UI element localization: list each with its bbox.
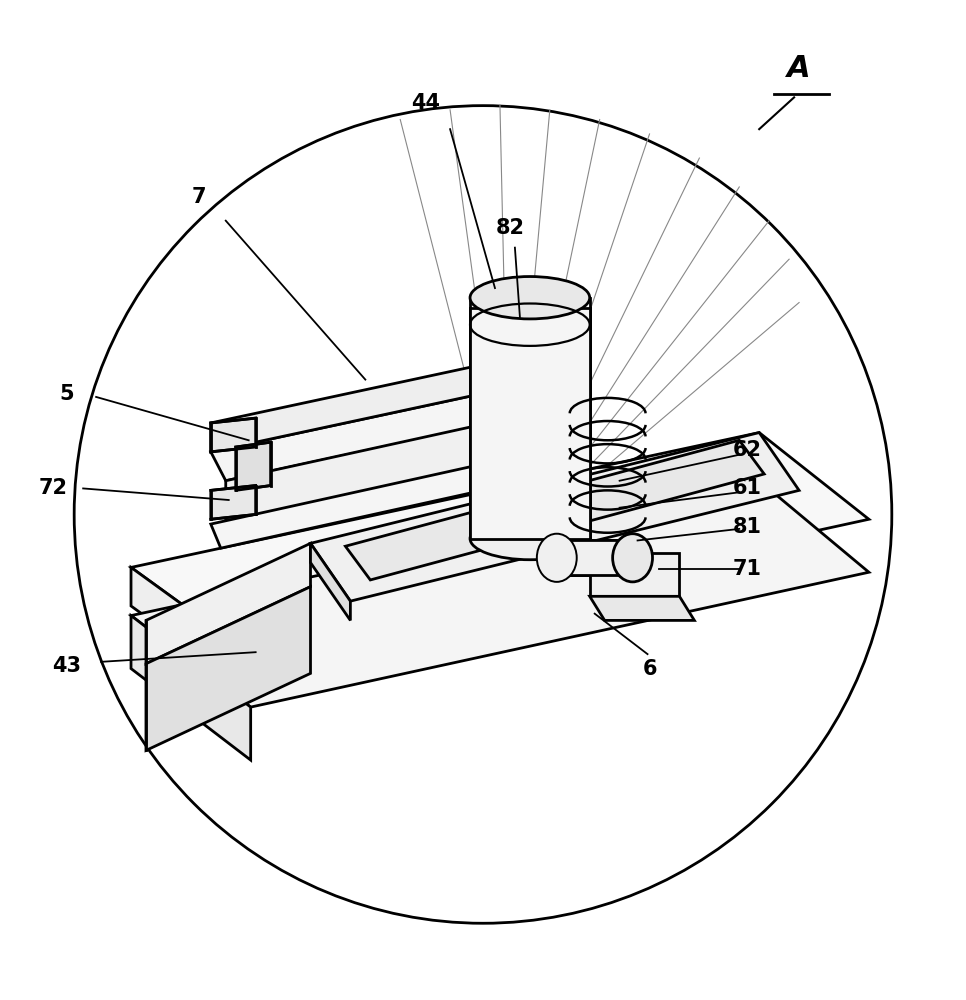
Ellipse shape [612, 534, 652, 582]
Polygon shape [211, 486, 256, 519]
Text: 6: 6 [642, 659, 657, 679]
Ellipse shape [470, 277, 589, 319]
Text: 71: 71 [733, 559, 762, 579]
Polygon shape [226, 408, 554, 524]
Polygon shape [211, 346, 570, 452]
Polygon shape [211, 375, 584, 481]
Text: 62: 62 [733, 440, 762, 460]
Text: 82: 82 [496, 218, 525, 238]
Polygon shape [211, 418, 256, 452]
Polygon shape [131, 481, 868, 707]
Ellipse shape [537, 534, 577, 582]
Text: 5: 5 [59, 384, 73, 404]
Polygon shape [310, 433, 799, 601]
Polygon shape [236, 442, 270, 490]
Polygon shape [589, 553, 679, 596]
Polygon shape [131, 616, 250, 760]
Polygon shape [470, 308, 589, 539]
Text: 72: 72 [39, 478, 68, 498]
Polygon shape [556, 540, 633, 575]
Text: 61: 61 [733, 478, 762, 498]
Polygon shape [131, 567, 250, 693]
Polygon shape [131, 433, 868, 654]
Polygon shape [310, 543, 351, 620]
Polygon shape [346, 440, 764, 580]
Text: 7: 7 [191, 187, 206, 207]
Text: 44: 44 [411, 93, 440, 113]
Text: 81: 81 [733, 517, 762, 537]
Polygon shape [589, 596, 695, 620]
Polygon shape [146, 587, 310, 750]
Text: 43: 43 [52, 656, 81, 676]
Ellipse shape [470, 517, 589, 560]
Polygon shape [211, 447, 570, 548]
Polygon shape [146, 543, 310, 664]
Text: A: A [787, 54, 810, 83]
